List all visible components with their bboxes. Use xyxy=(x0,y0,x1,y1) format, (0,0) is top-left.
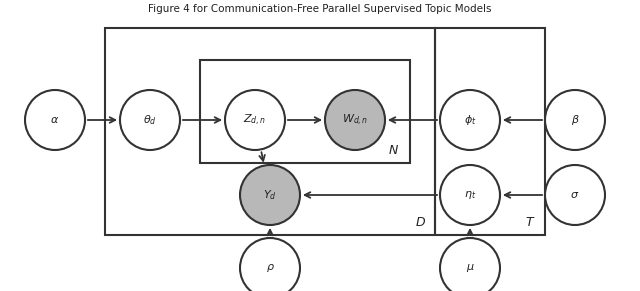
Text: N: N xyxy=(388,143,397,157)
Circle shape xyxy=(440,238,500,291)
Text: $\mu$: $\mu$ xyxy=(466,262,474,274)
Circle shape xyxy=(120,90,180,150)
Circle shape xyxy=(545,165,605,225)
Text: D: D xyxy=(415,216,425,228)
Text: $\phi_t$: $\phi_t$ xyxy=(464,113,476,127)
Circle shape xyxy=(25,90,85,150)
Text: $\eta_t$: $\eta_t$ xyxy=(464,189,476,201)
Text: $\beta$: $\beta$ xyxy=(571,113,579,127)
Circle shape xyxy=(440,90,500,150)
Circle shape xyxy=(325,90,385,150)
Circle shape xyxy=(240,238,300,291)
Bar xyxy=(200,60,410,163)
Text: $\sigma$: $\sigma$ xyxy=(570,190,580,200)
Circle shape xyxy=(225,90,285,150)
Bar xyxy=(105,28,435,235)
Text: $Y_d$: $Y_d$ xyxy=(263,188,277,202)
Text: $Z_{d,n}$: $Z_{d,n}$ xyxy=(243,112,267,127)
Text: $W_{d,n}$: $W_{d,n}$ xyxy=(342,112,368,127)
Text: $\rho$: $\rho$ xyxy=(266,262,275,274)
Text: T: T xyxy=(525,216,533,228)
Circle shape xyxy=(545,90,605,150)
Text: Figure 4 for Communication-Free Parallel Supervised Topic Models: Figure 4 for Communication-Free Parallel… xyxy=(148,4,492,14)
Text: $\theta_d$: $\theta_d$ xyxy=(143,113,157,127)
Text: $\alpha$: $\alpha$ xyxy=(51,115,60,125)
Circle shape xyxy=(240,165,300,225)
Bar xyxy=(435,28,545,235)
Circle shape xyxy=(440,165,500,225)
